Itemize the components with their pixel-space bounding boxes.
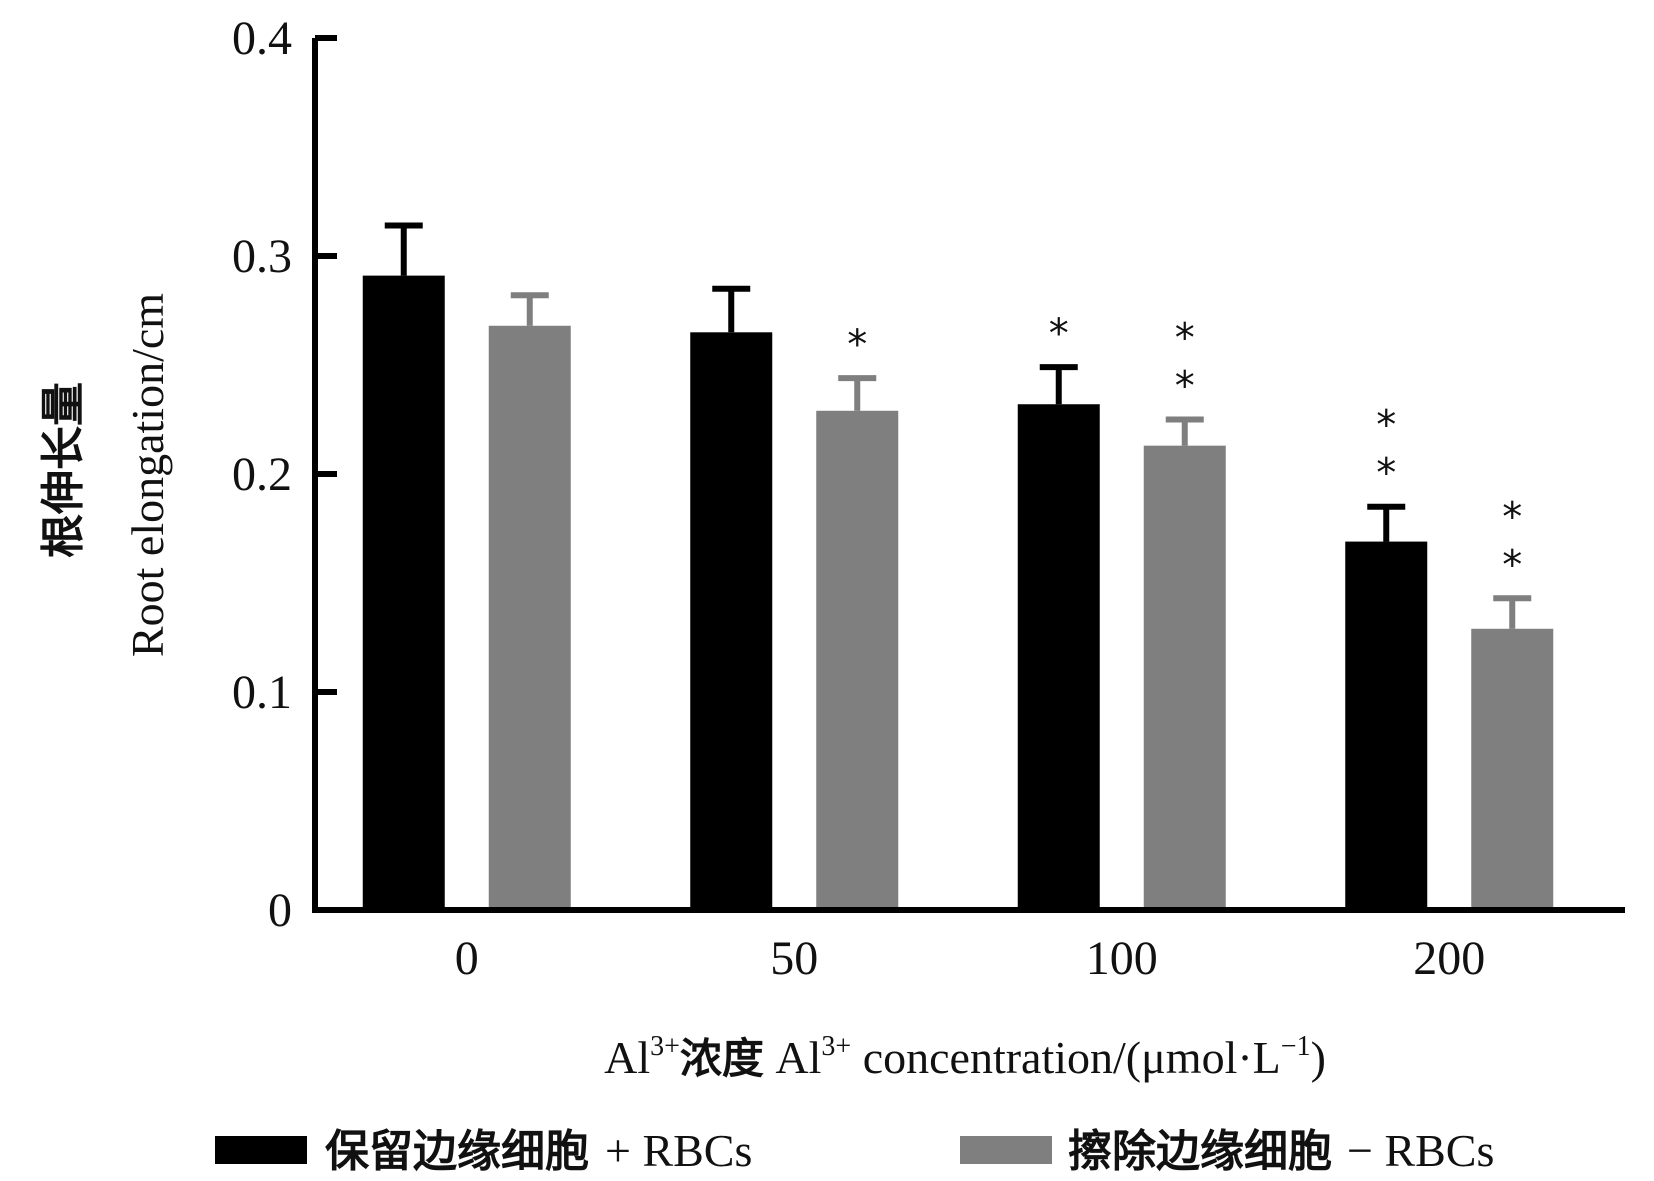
x-tick-label: 200 bbox=[1413, 932, 1485, 985]
error-bars-layer bbox=[384, 222, 1532, 629]
x-label-sup2: 3+ bbox=[821, 1031, 851, 1062]
legend-label-plus-rbcs-en: + RBCs bbox=[605, 1125, 752, 1176]
x-tick-label: 50 bbox=[770, 932, 818, 985]
y-tick-label: 0.2 bbox=[232, 448, 292, 501]
x-label-end: ) bbox=[1311, 1032, 1326, 1083]
x-ticks: 0 50 100 200 bbox=[455, 932, 1486, 985]
bar bbox=[1143, 445, 1226, 910]
significance-star: * bbox=[1175, 364, 1195, 410]
y-axis-label: 根伸长量 Root elongation/cm bbox=[38, 293, 173, 657]
significance-star: * bbox=[1175, 316, 1195, 362]
significance-star: * bbox=[1049, 311, 1069, 357]
y-tick-label: 0.1 bbox=[232, 666, 292, 719]
bars-layer bbox=[362, 275, 1554, 910]
bar bbox=[488, 325, 571, 910]
y-tick-label: 0.4 bbox=[232, 12, 292, 65]
x-label-sup3: −1 bbox=[1281, 1031, 1311, 1062]
legend: 保留边缘细胞 + RBCs 擦除边缘细胞 − RBCs bbox=[215, 1125, 1494, 1177]
x-label-rest: concentration/(μmol·L bbox=[851, 1032, 1281, 1083]
significance-star: * bbox=[1502, 542, 1522, 588]
bar bbox=[1471, 628, 1554, 910]
significance-star: * bbox=[1376, 451, 1396, 497]
legend-item-plus-rbcs: 保留边缘细胞 + RBCs bbox=[215, 1125, 752, 1177]
y-tick-label: 0 bbox=[268, 884, 292, 937]
significance-star: * bbox=[1376, 403, 1396, 449]
significance-star: * bbox=[1502, 494, 1522, 540]
x-tick-label: 100 bbox=[1086, 932, 1158, 985]
y-ticks: 0 0.1 0.2 0.3 0.4 bbox=[232, 12, 337, 937]
legend-label-minus-rbcs-cn: 擦除边缘细胞 bbox=[1068, 1126, 1332, 1177]
bar bbox=[362, 275, 445, 910]
bar bbox=[1345, 541, 1428, 910]
x-axis-label: Al3+浓度 Al3+ concentration/(μmol·L−1) bbox=[604, 1031, 1326, 1083]
bar bbox=[1017, 404, 1100, 910]
legend-label-plus-rbcs-cn: 保留边缘细胞 bbox=[325, 1126, 589, 1177]
legend-swatch-plus-rbcs bbox=[215, 1136, 307, 1164]
y-tick-label: 0.3 bbox=[232, 230, 292, 283]
x-label-al2: Al bbox=[764, 1032, 822, 1083]
legend-item-minus-rbcs: 擦除边缘细胞 − RBCs bbox=[960, 1125, 1494, 1177]
significance-star: * bbox=[847, 322, 867, 368]
y-axis-label-en: Root elongation/cm bbox=[122, 293, 173, 657]
legend-swatch-minus-rbcs bbox=[960, 1136, 1052, 1164]
significance-layer: * * ****** bbox=[847, 311, 1522, 588]
x-tick-label: 0 bbox=[455, 932, 479, 985]
x-label-sup1: 3+ bbox=[650, 1031, 680, 1062]
bar bbox=[690, 332, 773, 910]
x-label-cn: 浓度 bbox=[680, 1034, 764, 1083]
legend-label-minus-rbcs-en: − RBCs bbox=[1347, 1125, 1494, 1176]
bar bbox=[816, 410, 899, 910]
x-label-al: Al bbox=[604, 1032, 650, 1083]
y-axis-label-cn: 根伸长量 bbox=[38, 382, 89, 558]
